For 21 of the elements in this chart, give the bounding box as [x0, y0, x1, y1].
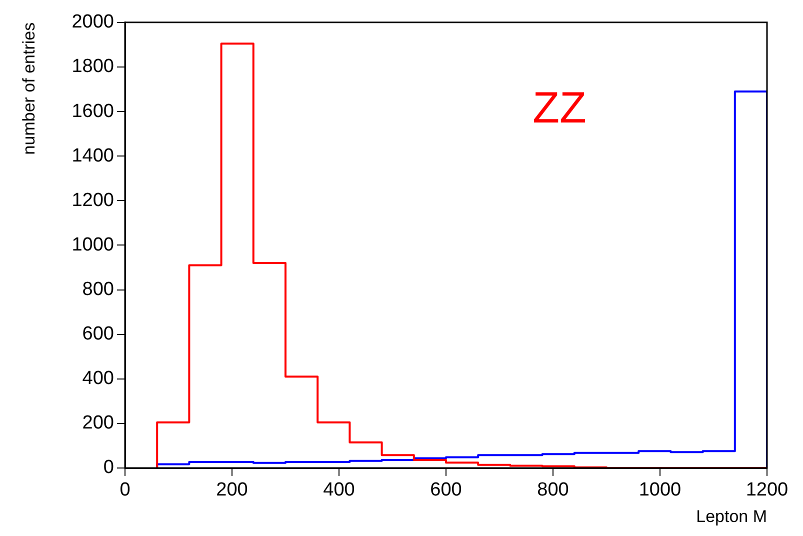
y-tick-label: 2000 — [72, 12, 114, 33]
x-tick-label: 600 — [430, 480, 462, 501]
y-tick-label: 200 — [82, 412, 114, 434]
y-tick-label: 1000 — [72, 234, 114, 256]
y-tick-label: 1200 — [72, 190, 114, 211]
y-tick-label: 1400 — [72, 145, 114, 166]
y-axis-title: number of entries — [20, 22, 39, 155]
x-tick-label: 200 — [216, 480, 248, 501]
x-tick-label: 0 — [120, 480, 130, 501]
y-tick-label: 0 — [103, 457, 114, 478]
y-tick-label: 600 — [82, 324, 114, 345]
x-tick-label: 800 — [537, 480, 569, 501]
x-tick-label: 1200 — [746, 480, 788, 501]
x-axis-title: Lepton M — [696, 507, 767, 526]
y-tick-label: 800 — [82, 278, 114, 300]
x-tick-label: 1000 — [638, 480, 682, 501]
y-tick-label: 1800 — [72, 56, 114, 78]
annotation: ZZ — [532, 84, 586, 133]
y-tick-label: 1600 — [72, 100, 114, 122]
x-tick-label: 400 — [323, 480, 355, 501]
y-tick-label: 400 — [82, 368, 114, 390]
